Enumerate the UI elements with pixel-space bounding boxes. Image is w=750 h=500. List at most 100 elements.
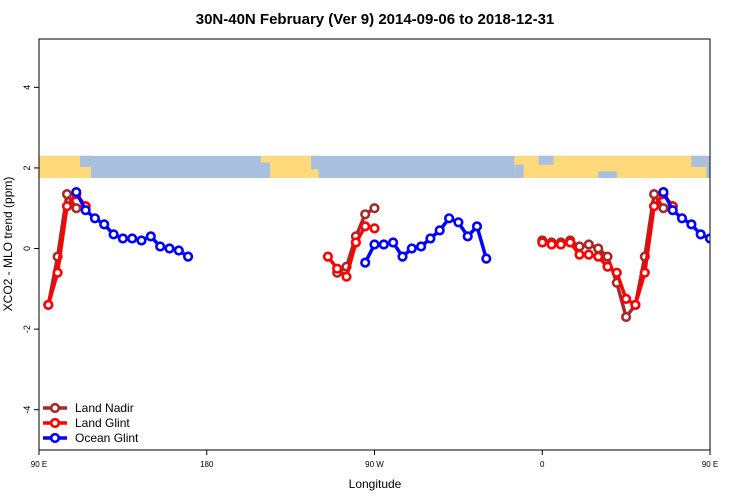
land-nadir-point (71, 203, 82, 214)
x-tick-label: 90 E (31, 460, 47, 469)
map-ocean-inlet (514, 164, 524, 179)
map-land (39, 155, 92, 179)
land-nadir-point (648, 189, 660, 200)
map-ocean-inlet (80, 155, 92, 167)
ocean-glint-point (667, 205, 678, 216)
map-land (260, 155, 319, 179)
map-ocean-inlet (260, 162, 271, 179)
ocean-glint-point (127, 233, 138, 244)
land-glint-point (630, 299, 641, 311)
ocean-glint-point (462, 231, 473, 242)
land-glint-point (648, 201, 660, 212)
ocean-glint-point (89, 213, 100, 224)
ocean-glint-point (173, 245, 184, 256)
ocean-glint-point (658, 187, 669, 198)
y-tick-label: -2 (22, 325, 32, 333)
x-tick-label: 0 (540, 460, 545, 469)
land-glint-point (593, 251, 604, 262)
ocean-glint-point (397, 251, 408, 262)
ocean-glint-point (388, 237, 399, 248)
land-nadir-point (620, 311, 632, 323)
ocean-glint-legend-marker (49, 432, 61, 444)
ocean-glint-point (695, 229, 706, 240)
ocean-glint-point (108, 229, 119, 240)
ocean-glint-point (434, 225, 445, 236)
ocean-glint-point (425, 233, 436, 244)
land-nadir-legend-marker (49, 402, 61, 414)
map-ocean-inlet (538, 155, 554, 165)
map-strip (39, 155, 750, 179)
land-glint-point (574, 249, 585, 260)
land-nadir-point (583, 239, 594, 250)
ocean-glint-point (453, 217, 464, 228)
ocean-glint-point (71, 187, 82, 198)
ocean-glint-point (136, 235, 147, 246)
land-glint-point (350, 237, 362, 248)
map-land (710, 156, 750, 178)
land-glint-point (611, 267, 622, 278)
ocean-glint-point (444, 213, 455, 224)
land-glint-point (620, 293, 632, 305)
land-nadir-point (61, 189, 73, 200)
x-tick-label: 180 (200, 460, 214, 469)
land-glint-point (537, 237, 548, 248)
ocean-glint-point (80, 205, 91, 216)
land-glint-point (332, 263, 343, 274)
ocean-glint-point (481, 253, 492, 264)
land-glint-legend-label: Land Glint (75, 416, 130, 430)
ocean-glint-point (155, 241, 166, 252)
ocean-glint-point (183, 251, 194, 262)
ocean-glint-point (686, 219, 697, 230)
map-land (514, 155, 707, 179)
ocean-glint-point (145, 231, 156, 242)
land-glint-point (565, 237, 576, 248)
y-tick-label: 2 (22, 165, 32, 170)
land-glint-point (360, 221, 371, 232)
land-nadir-point (602, 251, 613, 262)
land-glint-point (369, 223, 380, 234)
land-nadir-point (369, 203, 380, 214)
ocean-glint-point (164, 243, 175, 254)
land-glint-point (602, 261, 613, 272)
ocean-glint-point (676, 213, 688, 224)
land-glint-point (583, 249, 594, 260)
land-nadir-point (593, 243, 604, 254)
land-glint-point (52, 267, 63, 278)
ocean-glint-point (416, 241, 427, 252)
ocean-glint-point (99, 219, 110, 230)
land-glint-legend-marker (49, 417, 61, 429)
x-tick-label: 90 W (365, 460, 384, 469)
land-glint-point (61, 201, 73, 212)
land-glint-point (546, 239, 557, 250)
x-tick-label: 90 E (702, 460, 718, 469)
land-glint-point (322, 251, 334, 262)
x-axis: 90 E 180 90 W 0 90 E (31, 450, 718, 469)
ocean-glint-point (369, 239, 380, 250)
map-ocean-inlet (691, 155, 707, 167)
ocean-glint-point (117, 233, 128, 244)
y-tick-label: 0 (22, 246, 32, 251)
land-glint-point (639, 267, 650, 278)
land-glint-point (43, 299, 54, 311)
ocean-glint-point (406, 243, 417, 254)
land-nadir-point (658, 203, 669, 214)
series-layer (43, 187, 710, 323)
ocean-glint-point (360, 257, 371, 268)
land-glint-point (341, 271, 352, 282)
y-tick-label: 4 (22, 85, 32, 90)
map-ocean-inlet (311, 155, 319, 170)
ocean-glint-legend-label: Ocean Glint (75, 431, 139, 445)
y-tick-label: -4 (22, 406, 32, 414)
land-nadir-point (360, 209, 371, 220)
land-glint-point (555, 239, 567, 250)
ocean-glint-point (471, 221, 483, 232)
land-nadir-legend-label: Land Nadir (75, 401, 134, 415)
y-axis: -4 -2 0 2 4 (22, 85, 39, 414)
y-axis-label: XCO2 - MLO trend (ppm) (1, 177, 15, 312)
x-axis-label: Longitude (349, 477, 402, 491)
chart-title: 30N-40N February (Ver 9) 2014-09-06 to 2… (196, 11, 555, 28)
map-ocean-inlet (598, 171, 617, 179)
ocean-glint-point (378, 239, 389, 250)
